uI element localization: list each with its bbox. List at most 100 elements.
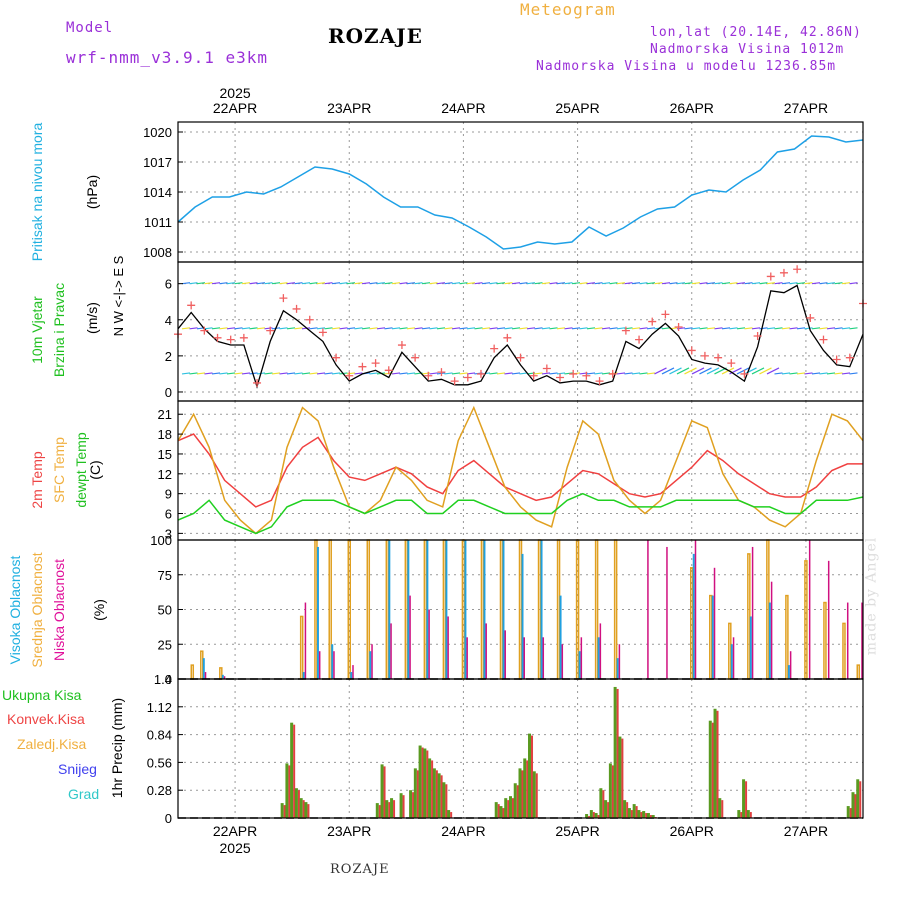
wind-arrow (699, 367, 712, 375)
precip-total-bar (632, 804, 636, 818)
wind-arrow (436, 282, 446, 285)
cloud-low-bar (485, 623, 487, 679)
wind-arrow (819, 327, 828, 330)
wind-arrow (759, 327, 768, 330)
precip-conv-bar (445, 784, 448, 818)
wind-gust-marker (213, 333, 222, 342)
cloud-high-bar (730, 644, 733, 679)
wind-gust-marker (411, 353, 420, 362)
cloud-mid-bar (219, 667, 223, 680)
wind-arrow (601, 372, 611, 375)
wind-arrow (399, 282, 408, 285)
wind-arrow (624, 372, 633, 375)
precip-conv-bar (597, 815, 600, 818)
wind-arrow (444, 282, 453, 285)
cloud-mid-bar (594, 539, 599, 680)
wind-arrow (676, 367, 690, 375)
cloud-low-bar (304, 602, 307, 679)
wind-arrow (331, 372, 341, 375)
cloud-mid-bar (842, 622, 846, 680)
wind-gust-marker (371, 359, 380, 368)
ytick-label: 1020 (143, 125, 172, 140)
wind-arrow (796, 282, 806, 285)
ytick-label: 100 (150, 533, 172, 548)
cloud-low-bar (204, 672, 207, 679)
wind-arrow (699, 327, 708, 330)
wind-arrow (189, 282, 198, 285)
wind-arrow (804, 327, 813, 330)
wind-arrow (436, 327, 446, 330)
wind-title-1: 10m Vjetar (29, 296, 45, 364)
wind-arrow (849, 327, 858, 330)
wind-arrow (556, 327, 566, 330)
wind-arrow (481, 327, 491, 330)
wind-arrow (766, 367, 780, 375)
wind-arrow (526, 327, 536, 330)
precip-total-bar (428, 758, 432, 818)
wind-arrow (751, 327, 761, 330)
precip-conv-bar (649, 815, 652, 818)
wind-arrow (279, 282, 288, 285)
frame-layer (177, 121, 864, 819)
cloud-mid-bar (856, 664, 860, 680)
cloud-high-bar (202, 658, 205, 679)
wind-arrow (691, 367, 705, 375)
temp-unit: (C) (87, 460, 103, 479)
text-layer: 22APR 22APR 23APR 23APR 24APR 24APR 25APR 25APR… (2, 85, 828, 856)
wind-gust-marker (305, 315, 314, 324)
ytick-label: 25 (158, 637, 172, 652)
model-label: Model (66, 20, 114, 36)
wind-gust-marker (556, 373, 565, 382)
wind-arrow (736, 327, 746, 330)
wind-arrow (369, 372, 378, 375)
precip-conv-bar (450, 812, 453, 818)
wind-arrow (264, 327, 273, 330)
wind-arrow (316, 282, 326, 285)
top-year-label: 2025 (220, 85, 251, 101)
wind-gust-marker (292, 304, 301, 313)
wind-arrow (406, 372, 416, 375)
precip-conv-bar (859, 781, 862, 818)
wind-arrow (541, 327, 551, 330)
wind-arrow (594, 282, 603, 285)
wind-arrow (301, 372, 311, 375)
precip-total-bar (423, 748, 427, 818)
wind-speed-line (177, 284, 864, 389)
cloud-high-bar (483, 540, 486, 679)
wind-arrow (519, 372, 528, 375)
wind-gust-marker (384, 366, 393, 375)
ytick-label: 0.84 (147, 728, 172, 743)
cloud-low-bar (390, 623, 392, 679)
wind-gust-marker (437, 368, 446, 377)
precip-total-bar (737, 810, 741, 818)
wind-arrow (811, 327, 821, 330)
wind-gust-marker (450, 377, 459, 386)
cloud-low-bar (808, 540, 811, 679)
precip-total-bar (442, 782, 446, 818)
wind-arrow (331, 282, 341, 285)
precip-total-bar (418, 745, 422, 818)
precip-total-bar (851, 792, 855, 818)
wind-arrow (736, 282, 746, 285)
precip-total-bar (299, 798, 303, 818)
wind-arrow (204, 372, 213, 375)
panel-frame-4 (177, 678, 864, 819)
cloud-mid-bar (461, 539, 466, 680)
cloud-low-bar (409, 595, 411, 679)
wind-arrow (309, 372, 318, 375)
cloud-mid-bar (556, 539, 561, 680)
cloud-high-bar (787, 665, 790, 679)
wind-gust-marker (793, 265, 802, 274)
ytick-label: 18 (158, 427, 172, 442)
cloud-low-bar (561, 644, 564, 679)
wind-arrow (181, 327, 191, 330)
bottom-day-label: 24APR (441, 823, 485, 839)
location-title: ROZAJE (328, 24, 423, 48)
precip-total-bar (642, 811, 646, 818)
wind-gust-marker (187, 301, 196, 310)
wind-arrow (571, 327, 581, 330)
wind-arrow (631, 327, 641, 330)
wind-gust-marker (239, 333, 248, 342)
cloud-low-bar (713, 567, 716, 679)
